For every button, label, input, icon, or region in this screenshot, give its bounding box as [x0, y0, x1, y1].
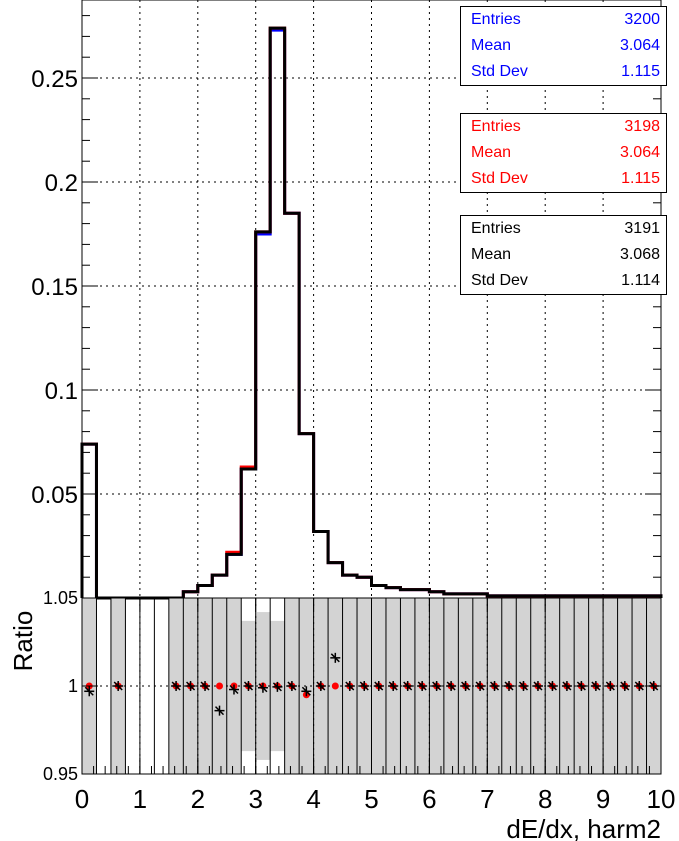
- stats-row: Entries 3191: [461, 216, 666, 242]
- stats-value: 1.114: [621, 272, 660, 289]
- ratio-point-black: [185, 681, 196, 691]
- stats-row: Mean 3.068: [461, 242, 666, 268]
- stats-box: Entries 3198 Mean 3.064 Std Dev 1.115: [460, 113, 667, 193]
- stats-label: Entries: [471, 11, 521, 28]
- stats-box: Entries 3191 Mean 3.068 Std Dev 1.114: [460, 215, 667, 295]
- stats-row: Std Dev 1.114: [461, 268, 666, 294]
- ratio-point-black: [286, 681, 297, 691]
- ratio-point-black: [344, 681, 355, 691]
- stats-label: Entries: [471, 220, 521, 237]
- stats-label: Mean: [471, 37, 512, 54]
- y-tick-label: 0.05: [31, 482, 78, 509]
- ratio-y-tick-label: 1: [68, 676, 78, 696]
- stats-row: Mean 3.064: [461, 33, 666, 59]
- stats-label: Std Dev: [471, 170, 528, 187]
- y-tick-label: 0.15: [31, 274, 78, 301]
- x-axis-title: dE/dx, harm2: [506, 814, 661, 841]
- stats-label: Std Dev: [471, 272, 528, 289]
- ratio-point-black: [171, 681, 182, 691]
- ratio-point-black: [619, 681, 630, 691]
- ratio-point-black: [460, 681, 471, 691]
- ratio-y-tick-label: 0.95: [43, 764, 78, 784]
- stats-value: 3200: [624, 11, 660, 28]
- ratio-point-black: [518, 681, 529, 691]
- ratio-point-black: [359, 681, 370, 691]
- ratio-point-black: [634, 681, 645, 691]
- ratio-point-black: [489, 681, 500, 691]
- ratio-point-black: [373, 681, 384, 691]
- y-axis-title: Ratio: [8, 611, 38, 672]
- x-tick-label: 1: [133, 784, 147, 814]
- y-tick-label: 0.1: [45, 378, 78, 405]
- ratio-point-red: [331, 682, 339, 690]
- ratio-point-black: [84, 686, 95, 697]
- ratio-point-black: [605, 681, 616, 691]
- ratio-point-black: [504, 681, 515, 691]
- x-tick-label: 4: [306, 784, 320, 814]
- ratio-point-black: [446, 681, 457, 691]
- ratio-point-red: [216, 682, 224, 690]
- x-tick-label: 6: [422, 784, 436, 814]
- histogram-series-2: [80, 26, 663, 600]
- ratio-point-black: [590, 681, 601, 691]
- stats-label: Mean: [471, 246, 512, 263]
- ratio-point-black: [315, 681, 326, 691]
- x-tick-label: 8: [538, 784, 552, 814]
- stats-row: Std Dev 1.115: [461, 59, 666, 85]
- ratio-point-black: [243, 681, 254, 691]
- top-panel: 0.25 0.2 0.15 0.1 0.05: [31, 0, 663, 600]
- stats-label: Entries: [471, 118, 521, 135]
- stats-value: 3191: [624, 220, 660, 237]
- stats-row: Mean 3.064: [461, 140, 666, 166]
- ratio-point-black: [272, 681, 283, 692]
- stats-row: Std Dev 1.115: [461, 166, 666, 192]
- ratio-point-black: [388, 681, 399, 691]
- ratio-point-black: [532, 681, 543, 691]
- stats-box: Entries 3200 Mean 3.064 Std Dev 1.115: [460, 6, 667, 86]
- ratio-y-tick-label: 1.05: [43, 588, 78, 608]
- stats-row: Entries 3200: [461, 7, 666, 33]
- x-tick-label: 9: [596, 784, 610, 814]
- stats-value: 1.115: [621, 170, 660, 187]
- stats-value: 3.064: [619, 144, 660, 161]
- ratio-point-black: [330, 652, 341, 663]
- ratio-point-black: [547, 681, 558, 691]
- x-tick-label: 10: [647, 784, 676, 814]
- ratio-point-black: [257, 682, 268, 693]
- ratio-point-black: [561, 681, 572, 691]
- ratio-point-black: [417, 681, 428, 691]
- x-tick-label: 2: [191, 784, 205, 814]
- ratio-point-black: [113, 681, 124, 691]
- stats-row: Entries 3198: [461, 114, 666, 140]
- ratio-point-black: [576, 681, 587, 691]
- top-panel-frame: [81, 0, 662, 599]
- ratio-point-black: [200, 681, 211, 691]
- x-tick-label: 0: [75, 784, 89, 814]
- y-tick-label: 0.2: [45, 170, 78, 197]
- stats-value: 3.068: [619, 246, 660, 263]
- ratio-point-black: [214, 705, 225, 716]
- x-tick-label: 3: [248, 784, 262, 814]
- ratio-point-black: [431, 681, 442, 691]
- ratio-point-black: [475, 681, 486, 691]
- stats-value: 3.064: [619, 37, 660, 54]
- x-tick-label: 7: [480, 784, 494, 814]
- ratio-point-black: [301, 686, 312, 697]
- stats-value: 3198: [624, 118, 660, 135]
- ratio-point-black: [402, 681, 413, 691]
- y-tick-label: 0.25: [31, 66, 78, 93]
- stats-label: Std Dev: [471, 63, 528, 80]
- stats-value: 1.115: [621, 63, 660, 80]
- stats-label: Mean: [471, 144, 512, 161]
- x-tick-label: 5: [364, 784, 378, 814]
- ratio-point-black: [228, 684, 239, 695]
